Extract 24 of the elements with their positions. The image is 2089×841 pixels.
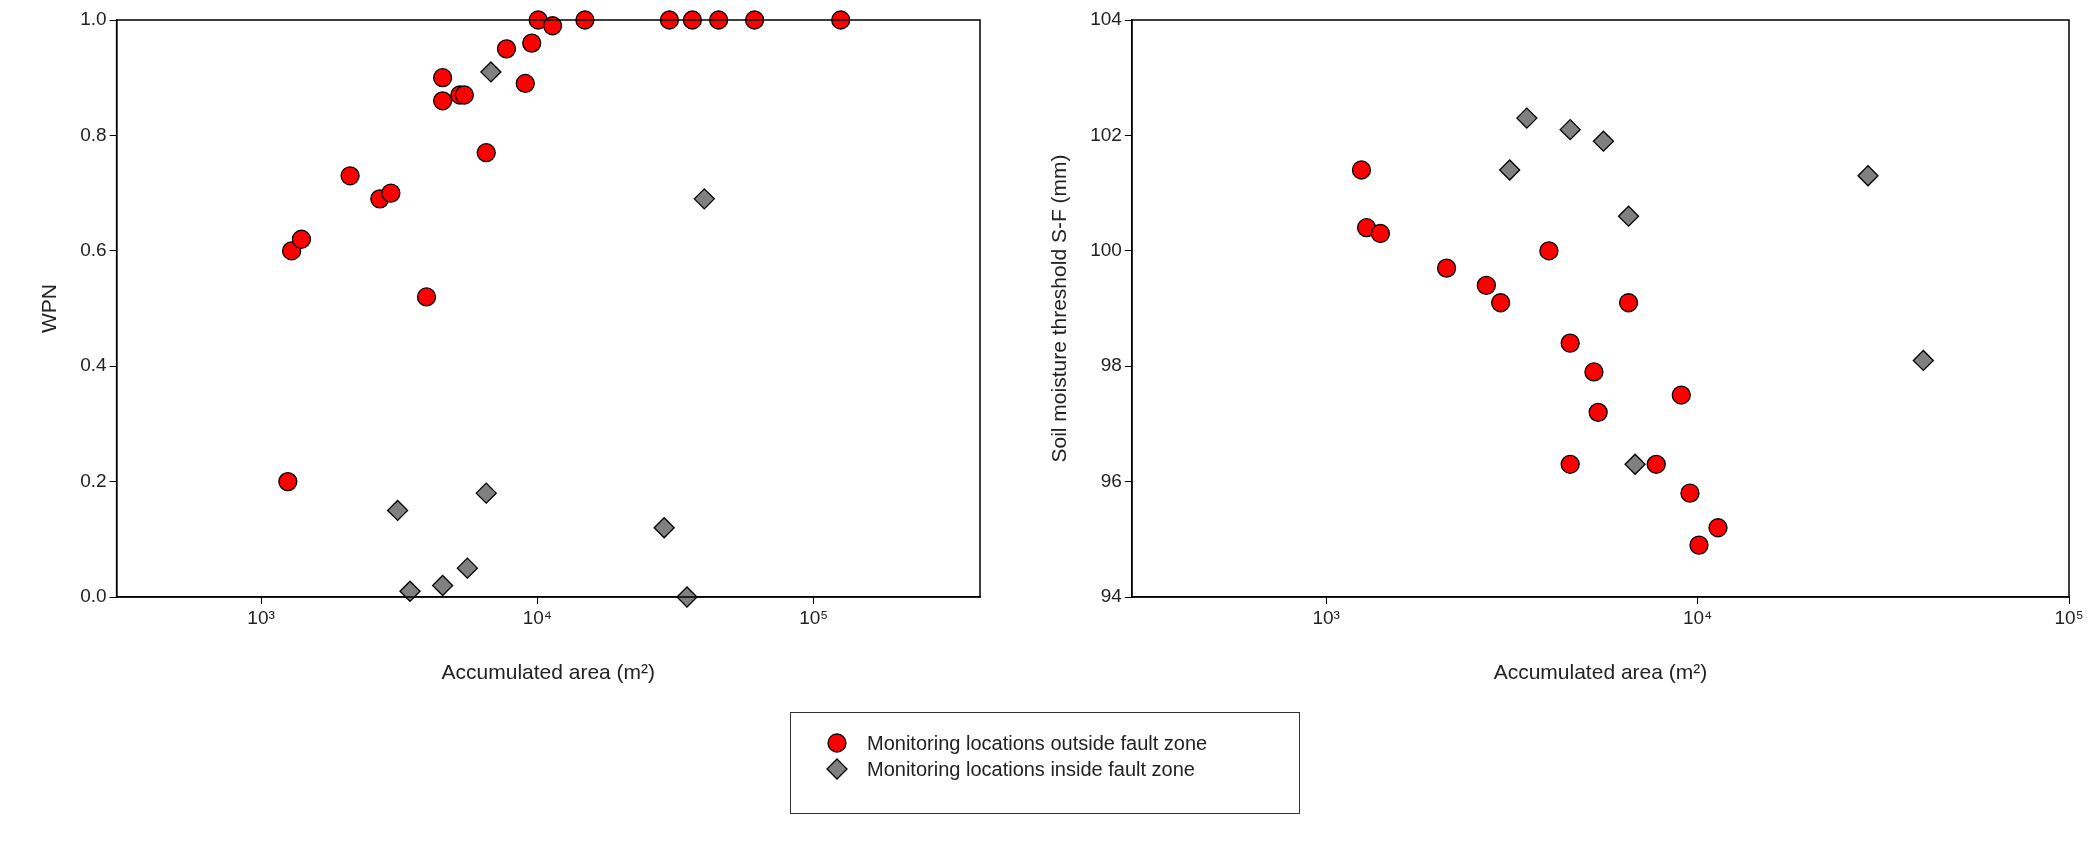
y-tick-label: 0.2 [80, 469, 107, 491]
x-tick-label: 10⁵ [799, 606, 829, 628]
y-tick-label: 94 [1100, 585, 1123, 607]
x-axis-title: Accumulated area (m²) [1493, 660, 1708, 684]
y-tick-label: 0.6 [80, 239, 107, 261]
x-tick-label: 10⁴ [522, 606, 553, 628]
y-tick-label: 98 [1100, 354, 1122, 376]
x-axis-title: Accumulated area (m²) [441, 660, 656, 684]
y-tick-label: 0.4 [80, 354, 108, 376]
x-tick-label: 10³ [247, 606, 275, 628]
y-axis-title: Soil moisture threshold S-F (mm) [1047, 154, 1071, 463]
y-tick-label: 96 [1100, 469, 1122, 491]
legend-label: Monitoring locations outside fault zone [867, 731, 1208, 755]
y-tick-label: 102 [1090, 123, 1122, 145]
y-tick-label: 0.0 [80, 585, 107, 607]
y-tick-label: 104 [1090, 8, 1123, 30]
y-tick-label: 100 [1090, 239, 1122, 261]
y-tick-label: 1.0 [80, 8, 107, 30]
x-tick-label: 10⁵ [2054, 606, 2084, 628]
x-tick-label: 10³ [1312, 606, 1340, 628]
x-tick-label: 10⁴ [1682, 606, 1713, 628]
y-axis-title: WPN [37, 284, 61, 333]
legend-label: Monitoring locations inside fault zone [867, 757, 1195, 781]
y-tick-label: 0.8 [80, 123, 107, 145]
